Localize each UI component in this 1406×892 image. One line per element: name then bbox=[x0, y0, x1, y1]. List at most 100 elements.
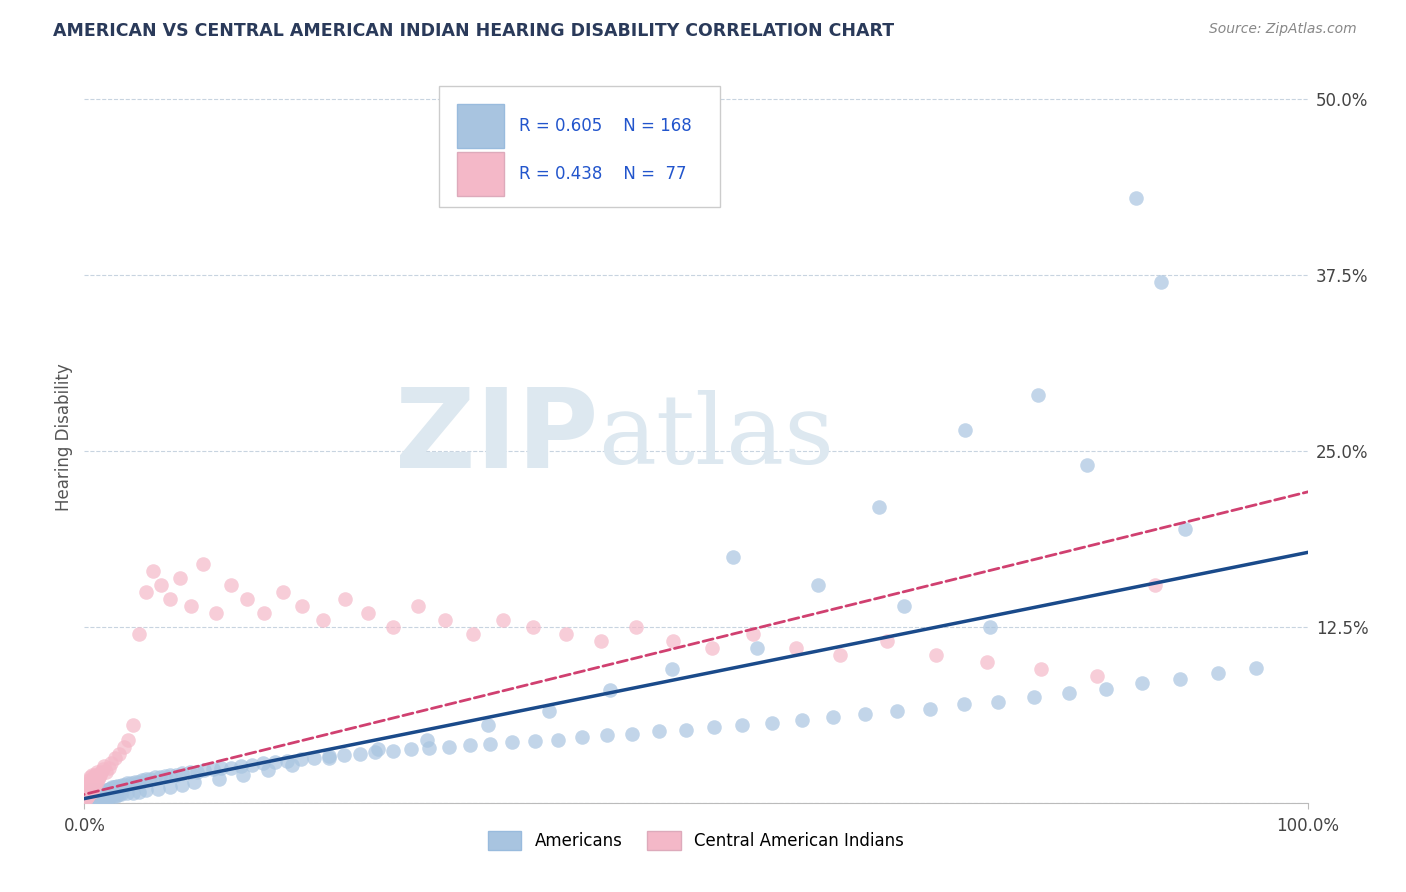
Point bbox=[75, 790, 97, 805]
Point bbox=[87, 783, 110, 797]
Point bbox=[98, 781, 121, 796]
Point bbox=[979, 620, 1001, 634]
Point bbox=[135, 584, 157, 599]
Point bbox=[408, 599, 430, 613]
Point bbox=[90, 764, 112, 779]
Point bbox=[77, 791, 100, 805]
Point bbox=[87, 789, 110, 803]
Point bbox=[108, 779, 131, 793]
Point bbox=[75, 793, 97, 807]
Point bbox=[976, 655, 998, 669]
Point bbox=[208, 772, 231, 786]
Point bbox=[1085, 669, 1108, 683]
Point bbox=[538, 705, 561, 719]
Point bbox=[703, 720, 725, 734]
Point bbox=[90, 786, 112, 800]
Point bbox=[100, 756, 122, 771]
Point bbox=[96, 790, 118, 805]
Point bbox=[77, 783, 100, 797]
Y-axis label: Hearing Disability: Hearing Disability bbox=[55, 363, 73, 511]
Point bbox=[83, 779, 105, 793]
Text: R = 0.605    N = 168: R = 0.605 N = 168 bbox=[519, 117, 692, 136]
Point bbox=[77, 776, 100, 790]
Point bbox=[131, 773, 153, 788]
Point bbox=[191, 557, 214, 571]
Point bbox=[87, 772, 110, 786]
Point bbox=[1076, 458, 1098, 473]
Point bbox=[77, 786, 100, 800]
Point bbox=[83, 788, 105, 802]
Point bbox=[332, 747, 354, 762]
Point bbox=[367, 742, 389, 756]
Point bbox=[79, 793, 101, 807]
Point bbox=[648, 724, 671, 739]
Point bbox=[93, 790, 115, 805]
Point bbox=[80, 784, 103, 798]
Point bbox=[624, 620, 647, 634]
Point bbox=[209, 761, 232, 775]
Point bbox=[1206, 666, 1229, 681]
Point bbox=[115, 776, 138, 790]
Point bbox=[1143, 578, 1166, 592]
Point bbox=[492, 613, 515, 627]
Point bbox=[83, 791, 105, 805]
Point bbox=[87, 788, 110, 802]
Point bbox=[80, 793, 103, 807]
Point bbox=[747, 641, 769, 656]
Point bbox=[183, 774, 205, 789]
Point bbox=[219, 761, 242, 775]
Point bbox=[124, 774, 146, 789]
Point bbox=[79, 780, 101, 795]
Point bbox=[79, 783, 101, 797]
Point bbox=[104, 780, 127, 795]
Point bbox=[76, 789, 98, 803]
Point bbox=[77, 790, 100, 805]
Point bbox=[1125, 191, 1147, 205]
Point bbox=[79, 786, 101, 800]
Point bbox=[112, 739, 135, 754]
Point bbox=[80, 788, 103, 802]
Point bbox=[318, 749, 340, 764]
Point bbox=[100, 789, 122, 803]
Point bbox=[1094, 681, 1116, 696]
Point bbox=[77, 788, 100, 802]
Point bbox=[595, 728, 617, 742]
Point bbox=[1029, 662, 1052, 676]
Point bbox=[953, 423, 976, 437]
Point bbox=[87, 791, 110, 805]
Point bbox=[589, 634, 612, 648]
Point bbox=[522, 620, 544, 634]
Point bbox=[253, 606, 276, 620]
Point bbox=[159, 780, 181, 795]
Point bbox=[281, 757, 304, 772]
FancyBboxPatch shape bbox=[457, 152, 503, 195]
Point bbox=[357, 606, 380, 620]
Point bbox=[128, 784, 150, 798]
Point bbox=[252, 756, 274, 771]
Point bbox=[416, 732, 439, 747]
Point bbox=[100, 781, 122, 796]
Point bbox=[83, 790, 105, 805]
Point bbox=[853, 707, 876, 722]
Point bbox=[96, 783, 118, 797]
Point bbox=[82, 784, 104, 798]
Point bbox=[785, 641, 807, 656]
Point bbox=[76, 793, 98, 807]
Point bbox=[555, 627, 578, 641]
Point bbox=[201, 762, 224, 776]
Point bbox=[75, 788, 97, 802]
Point bbox=[77, 789, 100, 803]
Point bbox=[115, 786, 138, 800]
Point bbox=[205, 606, 228, 620]
Point bbox=[79, 789, 101, 803]
Point bbox=[117, 732, 139, 747]
Point bbox=[621, 727, 644, 741]
Point bbox=[84, 791, 107, 805]
Point bbox=[264, 755, 287, 769]
Point bbox=[381, 744, 404, 758]
Point bbox=[886, 705, 908, 719]
Point bbox=[97, 761, 120, 775]
Point bbox=[418, 740, 440, 755]
Point bbox=[186, 764, 208, 779]
Point bbox=[1174, 521, 1197, 535]
